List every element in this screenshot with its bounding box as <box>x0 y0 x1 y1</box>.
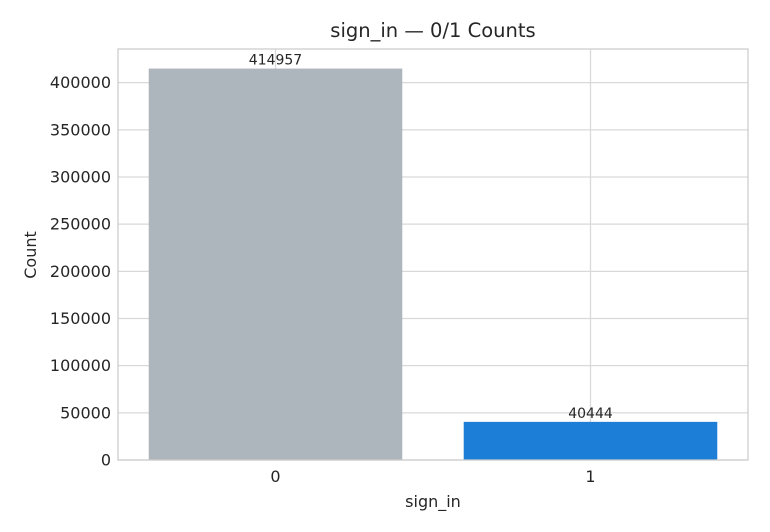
x-tick-label: 0 <box>270 467 280 486</box>
y-tick-label: 50000 <box>60 403 111 422</box>
y-tick-labels: 0 50000 100000 150000 200000 250000 300000 3500… <box>50 73 111 469</box>
bar-1 <box>463 421 718 460</box>
chart-title: sign_in — 0/1 Counts <box>330 19 535 42</box>
x-axis-label: sign_in <box>405 492 461 512</box>
y-tick-label: 300000 <box>50 168 111 187</box>
plot-frame <box>117 48 749 461</box>
bars-group <box>148 68 718 460</box>
x-tick-label: 1 <box>585 467 595 486</box>
y-tick-label: 150000 <box>50 309 111 328</box>
bar-0 <box>148 68 403 460</box>
y-tick-label: 100000 <box>50 356 111 375</box>
data-label: 40444 <box>568 406 613 422</box>
y-tick-label: 200000 <box>50 262 111 281</box>
y-tick-label: 0 <box>101 451 111 470</box>
y-tick-label: 400000 <box>50 73 111 92</box>
y-axis-label: Count <box>21 231 40 279</box>
y-tick-label: 350000 <box>50 120 111 139</box>
data-label: 414957 <box>249 53 302 69</box>
data-labels: 414957 40444 <box>249 53 613 422</box>
y-tick-label: 250000 <box>50 215 111 234</box>
